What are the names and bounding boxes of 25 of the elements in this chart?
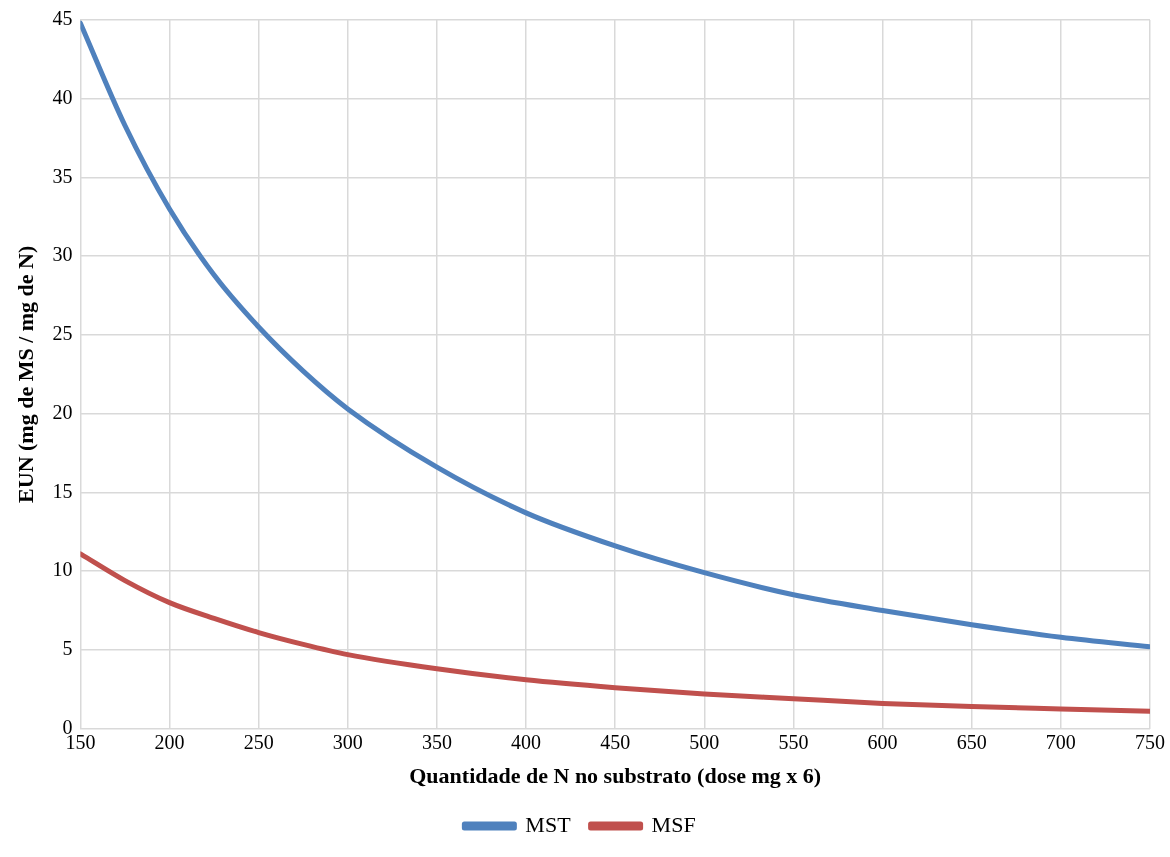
- x-tick-label: 350: [421, 730, 452, 753]
- y-tick-label: 20: [52, 400, 73, 423]
- x-tick-label: 750: [1135, 730, 1165, 753]
- x-tick-label: 400: [511, 730, 542, 753]
- x-tick-label: 250: [243, 730, 274, 753]
- x-tick-label: 600: [867, 730, 898, 753]
- y-axis-title: EUN (mg de MS / mg de N): [12, 245, 38, 503]
- y-tick-label: 40: [52, 85, 73, 108]
- y-tick-label: 30: [52, 243, 73, 266]
- x-tick-label: 200: [154, 730, 185, 753]
- x-tick-label: 550: [778, 730, 809, 753]
- x-tick-label: 500: [689, 730, 720, 753]
- legend-label: MSF: [651, 811, 696, 837]
- y-tick-label: 15: [52, 479, 73, 502]
- y-tick-label: 25: [52, 322, 73, 345]
- x-tick-label: 700: [1045, 730, 1076, 753]
- x-axis-title: Quantidade de N no substrato (dose mg x 6): [409, 763, 822, 789]
- y-tick-label: 35: [52, 164, 73, 187]
- y-tick-label: 45: [52, 7, 73, 30]
- legend-label: MST: [525, 811, 572, 837]
- x-tick-label: 450: [600, 730, 631, 753]
- y-tick-label: 10: [52, 558, 73, 581]
- x-tick-label: 300: [332, 730, 363, 753]
- y-tick-label: 5: [62, 637, 73, 660]
- x-tick-label: 650: [956, 730, 987, 753]
